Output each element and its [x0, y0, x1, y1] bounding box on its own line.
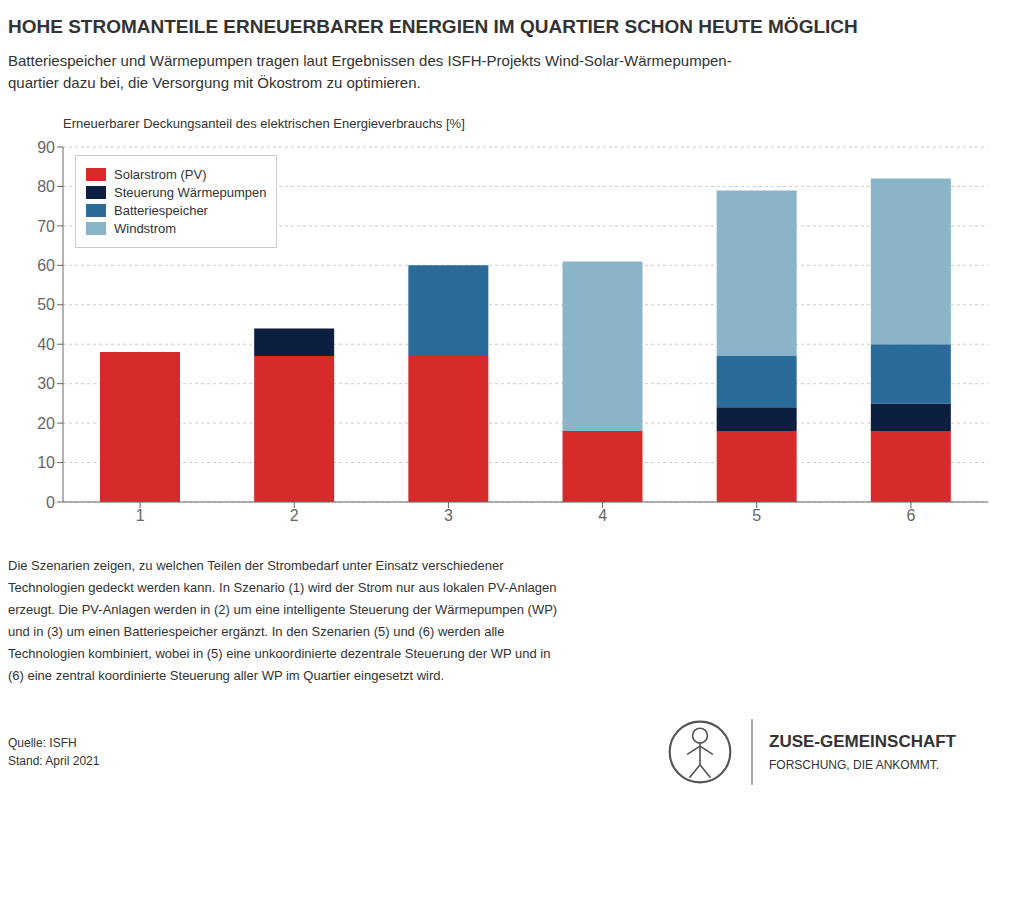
svg-text:4: 4	[598, 507, 607, 524]
svg-text:2: 2	[290, 507, 299, 524]
html-text:Steuerung Wärmepumpen: Steuerung Wärmepumpen	[114, 185, 267, 200]
html-text:Die Szenarien zeigen, zu welch: Die Szenarien zeigen, zu welchen Teilen …	[8, 558, 558, 683]
html-text:Windstrom: Windstrom	[114, 221, 177, 236]
html-text:FORSCHUNG, DIE ANKOMMT.: FORSCHUNG, DIE ANKOMMT.	[769, 758, 939, 772]
svg-text:70: 70	[37, 218, 55, 235]
html-text:Quelle: ISFH Stand: April 2021: Quelle: ISFH Stand: April 2021	[8, 736, 100, 768]
svg-text:30: 30	[37, 375, 55, 392]
svg-text:5: 5	[752, 507, 761, 524]
html-text:Solarstrom (PV): Solarstrom (PV)	[114, 167, 207, 182]
svg-text:20: 20	[37, 415, 55, 432]
svg-text:0: 0	[46, 494, 55, 511]
svg-text:3: 3	[444, 507, 453, 524]
svg-text:10: 10	[37, 454, 55, 471]
html-text:Batteriespeicher und Wärmepump: Batteriespeicher und Wärmepumpen tragen …	[8, 52, 732, 69]
svg-text:90: 90	[37, 139, 55, 156]
svg-text:50: 50	[37, 296, 55, 313]
html-text:HOHE STROMANTEILE ERNEUERBARER: HOHE STROMANTEILE ERNEUERBARER ENERGIEN …	[8, 16, 858, 37]
svg-text:40: 40	[37, 336, 55, 353]
svg-text:60: 60	[37, 257, 55, 274]
html-text:Batteriespeicher: Batteriespeicher	[114, 203, 208, 218]
svg-text:1: 1	[136, 507, 145, 524]
html-text:Erneuerbarer Deckungsanteil de: Erneuerbarer Deckungsanteil des elektris…	[63, 116, 465, 131]
html-text:quartier dazu bei, die Versorg: quartier dazu bei, die Versorgung mit Ök…	[8, 74, 421, 91]
svg-text:80: 80	[37, 178, 55, 195]
svg-text:6: 6	[906, 507, 915, 524]
html-text:ZUSE-GEMEINSCHAFT: ZUSE-GEMEINSCHAFT	[769, 732, 956, 751]
